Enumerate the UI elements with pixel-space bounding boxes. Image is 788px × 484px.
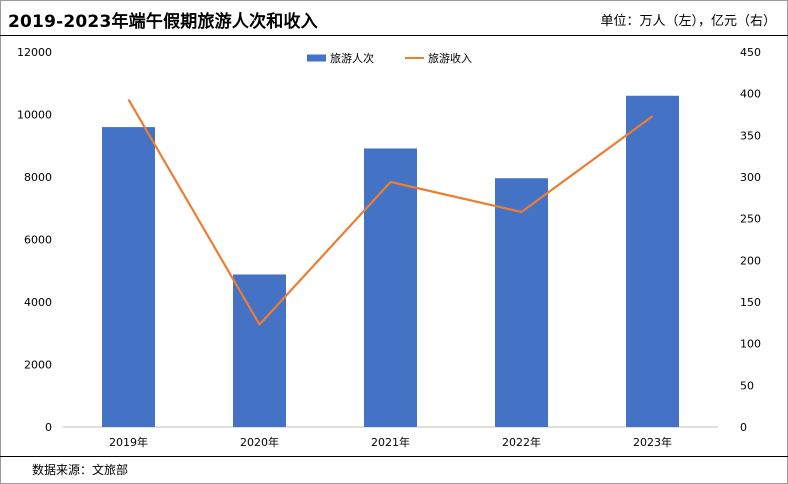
legend: 旅游人次 旅游收入 xyxy=(307,51,472,65)
bar xyxy=(495,178,548,427)
bottom-divider xyxy=(0,456,788,457)
top-divider xyxy=(0,35,788,36)
x-tick-label: 2023年 xyxy=(633,435,672,449)
legend-label: 旅游收入 xyxy=(428,51,472,65)
y-left-tick-label: 8000 xyxy=(24,171,52,184)
line-series xyxy=(127,98,654,326)
legend-swatch-bar xyxy=(307,54,326,62)
y-right-tick-label: 50 xyxy=(740,379,754,392)
y-right-tick-label: 400 xyxy=(740,88,761,101)
y-right-tick-label: 200 xyxy=(740,254,761,267)
y-left-tick-label: 4000 xyxy=(24,296,52,309)
axes: 0 2000 4000 6000 8000 10000 12000 0 50 100 150 200 2… xyxy=(17,46,761,449)
y-left-tick-label: 6000 xyxy=(24,234,52,247)
x-tick-label: 2021年 xyxy=(371,435,410,449)
x-tick-label: 2020年 xyxy=(240,435,279,449)
y-left-tick-label: 10000 xyxy=(17,109,52,122)
bar xyxy=(233,274,286,427)
bar xyxy=(102,127,155,427)
y-right-tick-label: 150 xyxy=(740,296,761,309)
y-right-tick-label: 250 xyxy=(740,213,761,226)
x-tick-label: 2019年 xyxy=(109,435,148,449)
chart-title: 2019-2023年端午假期旅游人次和收入 xyxy=(8,12,318,32)
combo-chart: 0 2000 4000 6000 8000 10000 12000 0 50 100 150 200 2… xyxy=(17,46,761,449)
y-right-tick-label: 450 xyxy=(740,46,761,59)
x-tick-label: 2022年 xyxy=(502,435,541,449)
bar xyxy=(626,95,679,427)
y-right-tick-label: 300 xyxy=(740,171,761,184)
y-right-tick-label: 350 xyxy=(740,129,761,142)
y-left-tick-label: 2000 xyxy=(24,359,52,372)
y-right-tick-label: 0 xyxy=(740,421,747,434)
bar xyxy=(364,148,417,427)
unit-note: 单位：万人（左），亿元（右） xyxy=(600,14,776,29)
y-left-tick-label: 12000 xyxy=(17,46,52,59)
y-right-tick-label: 100 xyxy=(740,338,761,351)
y-left-tick-label: 0 xyxy=(45,421,52,434)
legend-label: 旅游人次 xyxy=(330,51,374,65)
bar-series xyxy=(102,95,679,427)
source-note: 数据来源：文旅部 xyxy=(32,463,129,477)
